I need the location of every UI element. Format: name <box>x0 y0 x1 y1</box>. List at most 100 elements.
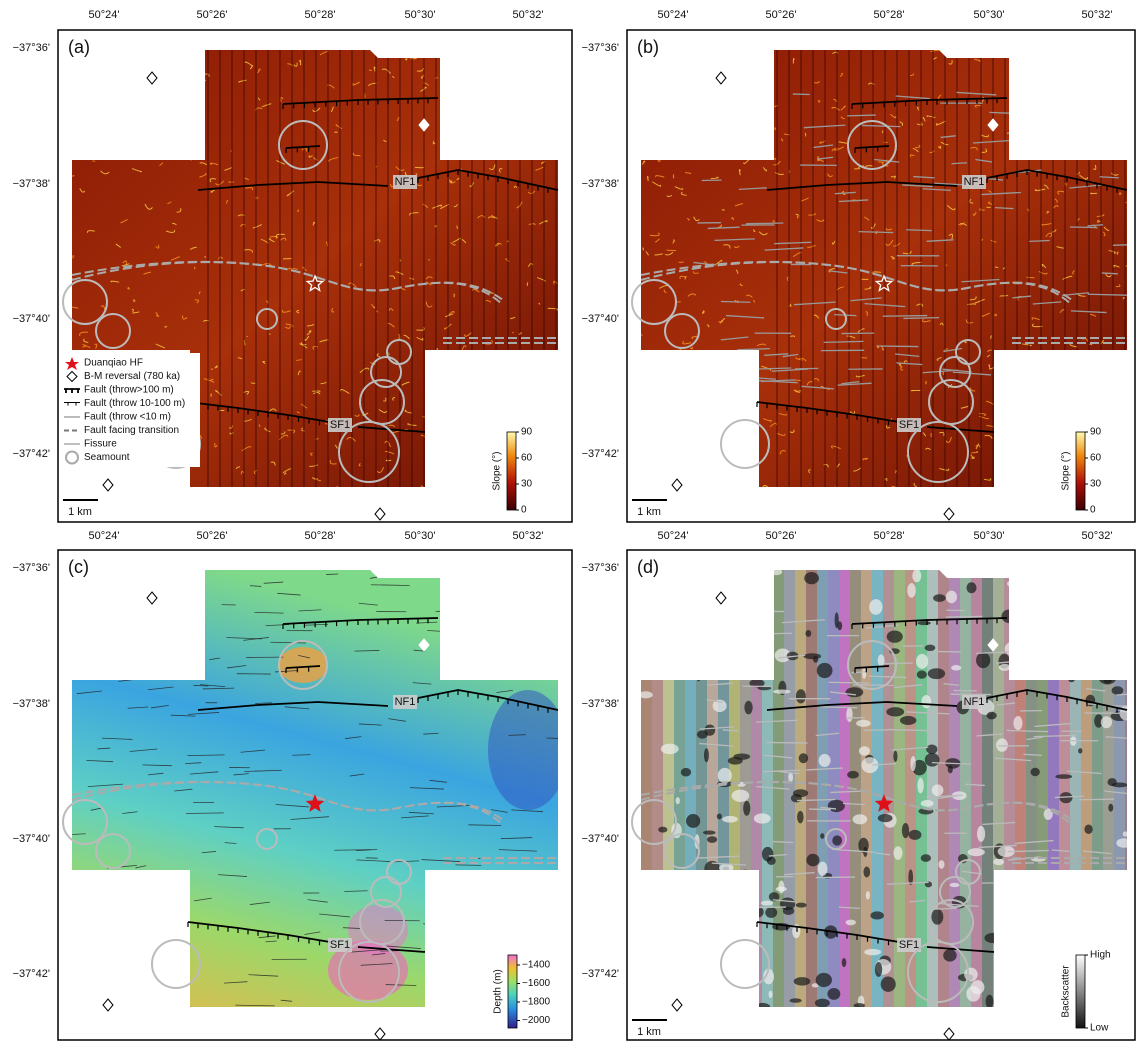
blob <box>649 623 666 638</box>
blob <box>1036 893 1047 897</box>
lineament <box>117 926 130 928</box>
stripe <box>696 570 707 1010</box>
blob <box>907 583 916 598</box>
blob <box>707 836 717 843</box>
fissure <box>1058 378 1086 379</box>
blob <box>817 663 833 678</box>
colorbar <box>507 432 516 510</box>
lon-label: 50°32' <box>1082 530 1113 542</box>
blob <box>928 668 945 679</box>
slope-texture <box>484 367 485 370</box>
slope-texture <box>1085 103 1095 107</box>
fissure <box>1056 154 1075 156</box>
lon-label: 50°24' <box>658 9 689 21</box>
fissure <box>1063 883 1082 885</box>
blob <box>921 695 931 708</box>
blob <box>853 814 868 824</box>
stripe <box>971 570 982 1010</box>
slope-texture <box>749 411 753 415</box>
slope-texture <box>78 110 85 111</box>
fault-label: NF1 <box>395 696 416 708</box>
blob <box>1043 922 1054 928</box>
blob <box>842 958 847 967</box>
slope-texture <box>1057 135 1062 138</box>
slope-texture <box>522 403 527 408</box>
slope-texture <box>507 397 511 399</box>
stripe <box>762 570 773 1010</box>
blob <box>659 900 663 907</box>
fissure <box>903 318 939 319</box>
fissure <box>699 381 739 382</box>
blob <box>1038 988 1046 993</box>
slope-texture <box>695 412 698 416</box>
lon-label: 50°28' <box>874 530 905 542</box>
figure: 50°24'50°24'50°26'50°26'50°28'50°28'50°3… <box>0 0 1136 1046</box>
blob <box>676 797 680 804</box>
slope-texture <box>495 132 497 133</box>
slope-texture <box>1114 118 1116 122</box>
fissure <box>691 369 714 370</box>
blob <box>1005 642 1022 656</box>
blob <box>1031 768 1040 777</box>
blob <box>921 800 934 807</box>
slope-texture <box>516 385 523 386</box>
slope-texture <box>160 84 163 87</box>
blob <box>893 751 897 762</box>
legend-box <box>62 353 200 467</box>
blob <box>662 588 673 596</box>
blob <box>788 772 793 782</box>
slope-texture <box>502 355 510 357</box>
stripe <box>652 570 663 1010</box>
slope-texture <box>465 384 472 386</box>
slope-texture <box>732 74 740 78</box>
lon-label: 50°26' <box>766 9 797 21</box>
lat-label: −37°38' <box>582 698 619 710</box>
slope-texture <box>1043 481 1044 484</box>
blob <box>1115 880 1127 889</box>
blob <box>950 883 960 887</box>
fault-label: NF1 <box>395 176 416 188</box>
slope-texture <box>283 258 292 259</box>
fissure <box>699 153 722 155</box>
colorbar <box>1076 432 1085 510</box>
slope-texture <box>375 53 384 55</box>
blob <box>715 567 732 581</box>
blob <box>925 645 936 651</box>
legend-item: B-M reversal (780 ka) <box>67 371 180 382</box>
slope-texture <box>750 68 751 72</box>
fissure <box>722 372 738 374</box>
blob <box>644 902 657 911</box>
slope-texture <box>132 71 138 73</box>
fissure <box>878 346 918 347</box>
panel-label: (a) <box>68 37 90 57</box>
slope-texture <box>926 381 927 384</box>
bm-reversal <box>944 508 954 520</box>
colorbar-title: Slope (°) <box>1061 451 1072 490</box>
slope-texture <box>537 132 539 136</box>
legend-label: Duanqiao HF <box>84 358 143 369</box>
blob <box>999 664 1011 671</box>
blob <box>939 860 945 869</box>
blob <box>663 900 679 909</box>
fissure <box>1097 901 1135 904</box>
blob <box>862 668 866 679</box>
stripe <box>1059 570 1070 1010</box>
stripe <box>1092 570 1103 1010</box>
blob <box>793 789 808 797</box>
slope-texture <box>538 79 543 83</box>
blob <box>744 661 751 675</box>
blob <box>887 630 903 642</box>
lon-label: 50°26' <box>197 9 228 21</box>
slope-texture <box>194 267 195 269</box>
slope-texture <box>163 64 166 66</box>
blob <box>1055 774 1072 779</box>
slope-texture <box>540 484 548 486</box>
lat-label: −37°38' <box>13 178 50 190</box>
blob <box>1108 804 1113 812</box>
fault-label: SF1 <box>899 419 919 431</box>
colorbar-label: Low <box>1090 1023 1109 1034</box>
lineament <box>178 1005 190 1006</box>
lineament <box>132 635 157 637</box>
blob <box>703 831 716 835</box>
stripe <box>773 570 784 1010</box>
